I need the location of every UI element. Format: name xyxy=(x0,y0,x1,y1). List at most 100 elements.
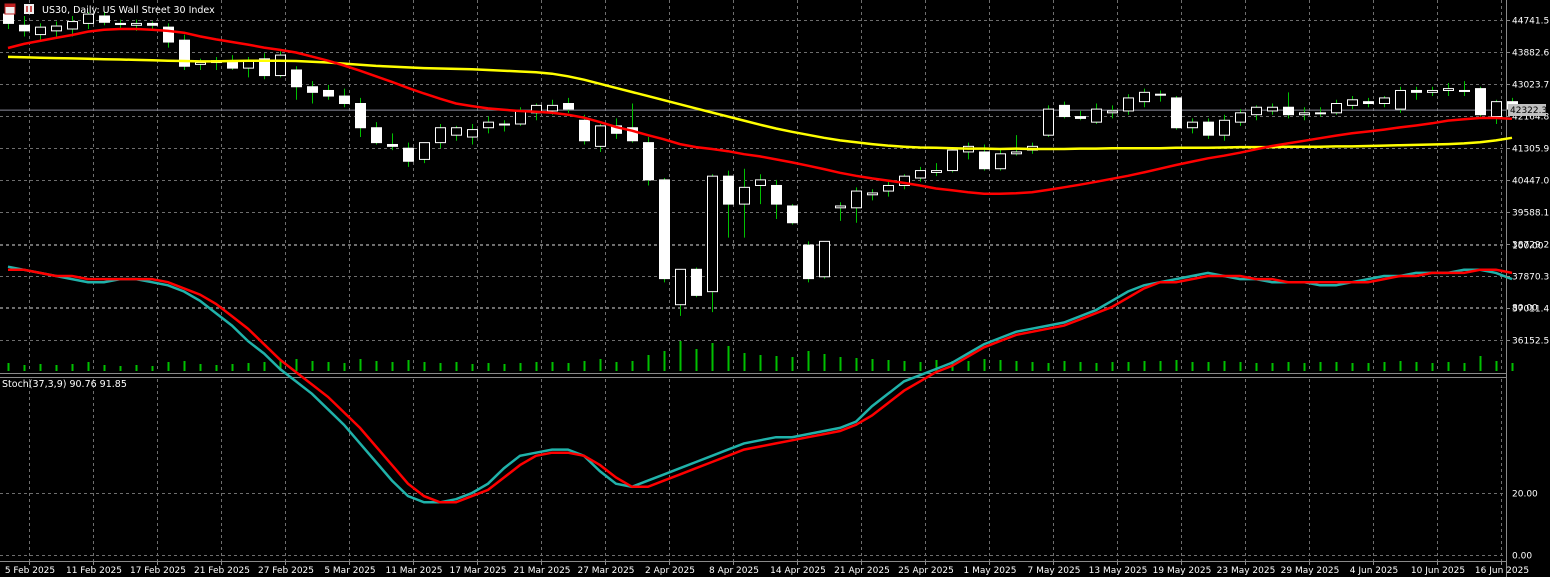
candle-bullish[interactable] xyxy=(1219,119,1230,136)
candle-bearish[interactable] xyxy=(787,205,798,224)
candle-bearish[interactable] xyxy=(19,24,30,32)
candle-bullish[interactable] xyxy=(995,153,1006,170)
candle-bullish[interactable] xyxy=(1139,91,1150,103)
candle-bullish[interactable] xyxy=(67,21,78,30)
candle-bullish[interactable] xyxy=(547,104,558,112)
candle-bullish[interactable] xyxy=(867,192,878,196)
candle-bearish[interactable] xyxy=(355,103,366,129)
date-label: 11 Feb 2025 xyxy=(66,566,122,576)
candle-bearish[interactable] xyxy=(723,175,734,205)
candle-bearish[interactable] xyxy=(403,147,414,162)
date-label: 29 May 2025 xyxy=(1281,566,1340,576)
candle-bullish[interactable] xyxy=(739,186,750,205)
candle-bearish[interactable] xyxy=(627,127,638,142)
candle-bullish[interactable] xyxy=(467,129,478,138)
candle-bearish[interactable] xyxy=(1475,88,1486,116)
price-axis[interactable]: 44741.5 43882.6 43023.7 42164.8 41305.9 40447… xyxy=(1506,17,1549,347)
candle-bullish[interactable] xyxy=(1459,89,1470,92)
candle-bullish[interactable] xyxy=(1043,108,1054,136)
candle-bearish[interactable] xyxy=(3,13,14,24)
candle-bullish[interactable] xyxy=(195,62,206,65)
candle-bearish[interactable] xyxy=(339,95,350,105)
candle-bullish[interactable] xyxy=(835,205,846,209)
candle-bearish[interactable] xyxy=(147,22,158,26)
candle-bullish[interactable] xyxy=(1395,89,1406,110)
candle-bullish[interactable] xyxy=(931,170,942,173)
candle-bearish[interactable] xyxy=(1075,116,1086,119)
candle-bearish[interactable] xyxy=(1203,121,1214,136)
candle-bearish[interactable] xyxy=(691,268,702,296)
candle-bearish[interactable] xyxy=(1283,106,1294,116)
candle-bullish[interactable] xyxy=(1011,151,1022,155)
candle-bearish[interactable] xyxy=(1059,104,1070,118)
candle-bullish[interactable] xyxy=(35,26,46,36)
candle-bullish[interactable] xyxy=(83,13,94,24)
candle-bullish[interactable] xyxy=(851,190,862,209)
candle-bullish[interactable] xyxy=(1123,97,1134,112)
candle-bearish[interactable] xyxy=(387,143,398,147)
candle-bullish[interactable] xyxy=(1491,101,1502,118)
candle-bullish[interactable] xyxy=(675,268,686,306)
candle-bullish[interactable] xyxy=(1091,108,1102,123)
chart-icon[interactable] xyxy=(24,4,34,14)
candle-bullish[interactable] xyxy=(131,22,142,26)
candle-bearish[interactable] xyxy=(307,86,318,93)
candle-bearish[interactable] xyxy=(291,69,302,88)
candle-bearish[interactable] xyxy=(1363,101,1374,105)
candle-bullish[interactable] xyxy=(483,121,494,129)
candle-bullish[interactable] xyxy=(1299,112,1310,116)
candle-bullish[interactable] xyxy=(1427,89,1438,93)
candle-bullish[interactable] xyxy=(1267,106,1278,112)
candle-bullish[interactable] xyxy=(915,170,926,179)
stoch-axis[interactable]: 100.00 80.00 20.00 0.00 xyxy=(1512,242,1544,562)
candle-bullish[interactable] xyxy=(1187,121,1198,129)
candle-bearish[interactable] xyxy=(979,151,990,170)
candle-bullish[interactable] xyxy=(883,184,894,192)
candle-bullish[interactable] xyxy=(451,127,462,136)
candle-bearish[interactable] xyxy=(259,58,270,77)
candle-bullish[interactable] xyxy=(1347,99,1358,106)
candle-bullish[interactable] xyxy=(1443,88,1454,91)
candle-bearish[interactable] xyxy=(115,22,126,26)
candle-bullish[interactable] xyxy=(1331,103,1342,114)
candle-bullish[interactable] xyxy=(707,175,718,293)
candle-bearish[interactable] xyxy=(371,127,382,144)
candle-bearish[interactable] xyxy=(163,26,174,43)
candle-bearish[interactable] xyxy=(771,184,782,205)
candle-bullish[interactable] xyxy=(899,175,910,186)
candle-bearish[interactable] xyxy=(563,103,574,110)
candle-bullish[interactable] xyxy=(755,179,766,186)
window-icon[interactable] xyxy=(4,3,16,15)
candle-bearish[interactable] xyxy=(323,89,334,97)
candle-bearish[interactable] xyxy=(1171,97,1182,129)
candle-bearish[interactable] xyxy=(643,142,654,181)
candle-bullish[interactable] xyxy=(1315,112,1326,115)
current-price-label: 42322.3 xyxy=(1510,106,1547,116)
date-label: 2 Apr 2025 xyxy=(645,566,695,576)
candle-bullish[interactable] xyxy=(947,149,958,172)
candle-bearish[interactable] xyxy=(659,179,670,280)
candle-bullish[interactable] xyxy=(819,240,830,278)
candlesticks[interactable] xyxy=(3,6,1518,316)
candle-bearish[interactable] xyxy=(579,119,590,142)
candle-bullish[interactable] xyxy=(1107,110,1118,114)
candle-bullish[interactable] xyxy=(1155,93,1166,96)
candle-bullish[interactable] xyxy=(1235,112,1246,123)
date-label: 21 Feb 2025 xyxy=(194,566,250,576)
candle-bullish[interactable] xyxy=(515,110,526,125)
time-axis[interactable]: 5 Feb 2025 11 Feb 2025 17 Feb 2025 21 Feb 2… xyxy=(5,561,1529,576)
candle-bullish[interactable] xyxy=(435,127,446,144)
candle-bullish[interactable] xyxy=(51,25,62,32)
candle-bullish[interactable] xyxy=(499,123,510,126)
candle-bearish[interactable] xyxy=(99,15,110,23)
candle-bullish[interactable] xyxy=(419,142,430,160)
candle-bearish[interactable] xyxy=(179,39,190,67)
date-label: 25 Apr 2025 xyxy=(898,566,954,576)
candle-bullish[interactable] xyxy=(595,125,606,147)
candle-bullish[interactable] xyxy=(1379,97,1390,105)
candle-bearish[interactable] xyxy=(803,244,814,280)
candle-bearish[interactable] xyxy=(1411,89,1422,93)
candle-bullish[interactable] xyxy=(1251,106,1262,116)
candle-bullish[interactable] xyxy=(275,54,286,77)
